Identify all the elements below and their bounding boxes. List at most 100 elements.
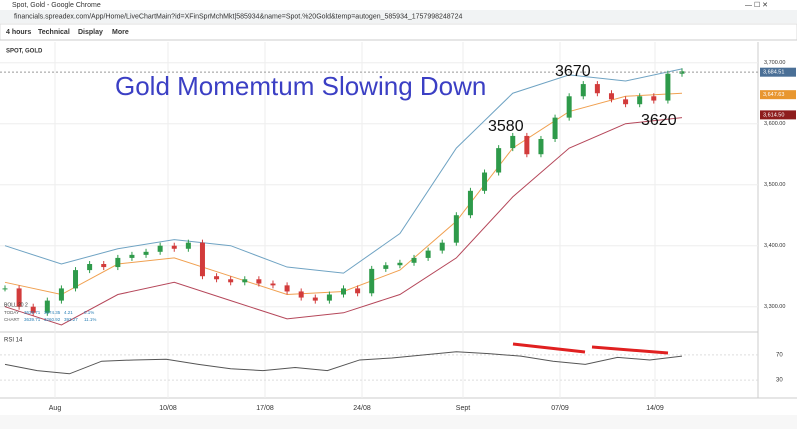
candle (73, 270, 79, 289)
annotation: Gold Momemtum Slowing Down (115, 71, 486, 101)
x-tick-label: 10/08 (159, 405, 177, 412)
window-title: Spot, Gold - Google Chrome (12, 2, 101, 9)
candle (87, 264, 93, 271)
candle (270, 283, 276, 286)
legend-cell: 3639.71 (24, 310, 41, 315)
candle (397, 262, 403, 266)
x-tick-label: 17/08 (256, 405, 274, 412)
candle (623, 99, 629, 105)
toolbar-item[interactable]: More (112, 29, 129, 36)
x-tick-label: Aug (49, 405, 62, 412)
legend-cell: 3674.35 (44, 310, 61, 315)
upper-band (4, 68, 683, 274)
candle (16, 288, 22, 307)
candle (538, 138, 544, 155)
x-tick-label: 07/09 (551, 405, 569, 412)
candle (439, 242, 445, 251)
y-tick-label: 3,300.00 (764, 304, 785, 310)
candle (115, 257, 121, 268)
x-tick-label: Sept (456, 405, 470, 412)
y-tick-label: 3,700.00 (764, 60, 785, 66)
candle (101, 264, 107, 268)
callout: 3620 (641, 112, 677, 129)
price-label-box (760, 110, 796, 120)
candle (228, 279, 234, 283)
candle (298, 291, 304, 298)
candle (496, 148, 502, 173)
candle (341, 288, 346, 295)
candle (242, 279, 248, 283)
legend-cell: 3639.71 (24, 317, 41, 322)
rsi-tick-label: 70 (776, 352, 783, 358)
candle (467, 190, 473, 216)
toolbar-item[interactable]: Technical (38, 29, 70, 36)
candle (2, 288, 8, 290)
rsi-line (4, 351, 683, 375)
legend-cell: 11.1% (84, 317, 96, 322)
legend-cell: 393.27 (64, 317, 78, 322)
rsi-tick-label: 30 (776, 378, 783, 384)
y-tick-label: 3,400.00 (764, 243, 785, 249)
price-label: 3,647.63 (763, 92, 784, 98)
url-bar (0, 10, 797, 23)
rsi-name: RSI 14 (4, 338, 23, 344)
candle (383, 265, 389, 269)
candle (510, 135, 516, 149)
legend-cell: 4.21 (64, 310, 73, 315)
y-tick-label: 3,500.00 (764, 182, 785, 188)
legend-cell: 0.1% (84, 310, 94, 315)
candle (594, 84, 600, 94)
candle (143, 251, 149, 255)
instrument: SPOT, GOLD (6, 49, 43, 55)
candle (355, 288, 361, 294)
candle (185, 242, 191, 249)
y-tick-label: 3,600.00 (764, 121, 785, 127)
candle (665, 73, 671, 101)
price-label-box (760, 67, 796, 77)
candle (637, 96, 643, 105)
window-controls[interactable]: — ☐ ✕ (745, 1, 768, 9)
candle (256, 279, 262, 284)
candle (453, 215, 459, 243)
callout: 3670 (555, 63, 591, 80)
candle (171, 245, 177, 249)
candle (284, 285, 290, 292)
legend-name: BOLL 20 2 (4, 302, 28, 308)
candle (44, 300, 50, 313)
legend-cell: CHART (4, 317, 20, 322)
candle (369, 268, 375, 294)
legend-cell: 3260.92 (44, 317, 61, 322)
candle (157, 245, 163, 252)
title-bar (0, 0, 797, 10)
candle (566, 96, 572, 118)
price-label-box (760, 90, 796, 100)
candle (326, 294, 332, 301)
legend-cell: TODAY (4, 310, 19, 315)
candle (411, 257, 417, 263)
candle (214, 276, 220, 280)
lower-band (4, 117, 683, 326)
candle (651, 96, 657, 101)
trend-line (512, 342, 586, 354)
price-label: 3,684.51 (763, 70, 784, 76)
toolbar-item[interactable]: 4 hours (6, 29, 31, 36)
toolbar-item[interactable]: Display (78, 29, 103, 36)
candle (312, 297, 318, 301)
trend-line (591, 345, 669, 355)
callout: 3580 (488, 118, 524, 135)
x-tick-label: 24/08 (353, 405, 371, 412)
candle (524, 135, 530, 155)
price-label: 3,614.50 (763, 112, 784, 118)
candle (30, 306, 36, 313)
candle (58, 288, 64, 301)
candle (425, 250, 431, 258)
x-tick-label: 14/09 (646, 405, 664, 412)
candle (482, 172, 488, 191)
events-row (0, 415, 797, 429)
candle (129, 254, 135, 258)
url[interactable]: financials.spreadex.com/App/Home/LiveCha… (14, 13, 462, 20)
candle (608, 93, 614, 100)
candle (580, 84, 586, 97)
